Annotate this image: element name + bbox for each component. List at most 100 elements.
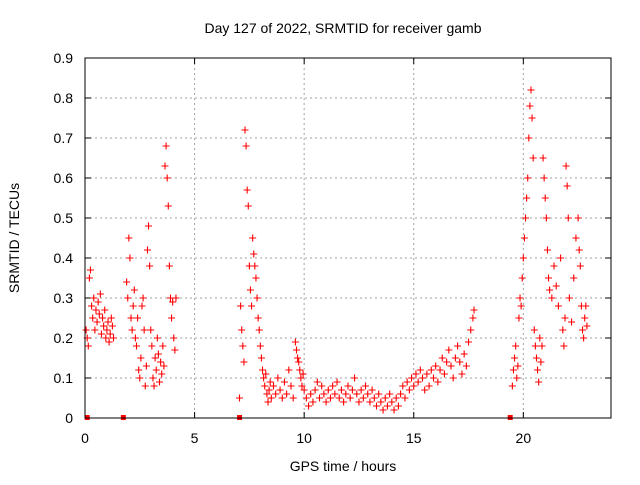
- data-point: [95, 310, 103, 318]
- data-point: [250, 250, 258, 258]
- data-point: [126, 254, 134, 262]
- data-point: [548, 294, 556, 302]
- data-point: [260, 374, 268, 382]
- data-point: [414, 378, 422, 386]
- data-point: [534, 366, 542, 374]
- data-point: [513, 374, 521, 382]
- data-point: [520, 234, 528, 242]
- data-point: [432, 362, 440, 370]
- data-point: [240, 358, 248, 366]
- data-point: [524, 174, 532, 182]
- data-point: [525, 134, 533, 142]
- data-point: [251, 262, 259, 270]
- data-point: [543, 246, 551, 254]
- y-axis-label: SRMTID / TECUs: [6, 183, 22, 293]
- data-point: [359, 394, 367, 402]
- data-point: [568, 318, 576, 326]
- data-point: [146, 262, 154, 270]
- x-tick-label: 10: [296, 430, 312, 446]
- data-point: [528, 114, 536, 122]
- data-point: [139, 294, 147, 302]
- data-point: [557, 254, 565, 262]
- data-point: [261, 382, 269, 390]
- data-point: [580, 334, 588, 342]
- data-point: [368, 386, 376, 394]
- data-point: [164, 202, 172, 210]
- data-point: [124, 294, 132, 302]
- data-point: [254, 314, 262, 322]
- data-point: [136, 374, 144, 382]
- data-point: [152, 366, 160, 374]
- data-point: [454, 342, 462, 350]
- data-point: [246, 286, 254, 294]
- data-point: [419, 374, 427, 382]
- data-point: [326, 394, 334, 402]
- data-point: [399, 382, 407, 390]
- data-point: [108, 322, 116, 330]
- data-point: [581, 314, 589, 322]
- y-tick-label: 0.2: [54, 330, 74, 346]
- data-point: [131, 334, 139, 342]
- data-point: [515, 314, 523, 322]
- data-point: [253, 294, 261, 302]
- plot-frame: [84, 57, 612, 419]
- data-point: [542, 214, 550, 222]
- data-point: [440, 370, 448, 378]
- data-point: [135, 366, 143, 374]
- data-point: [514, 362, 522, 370]
- tick-labels: 0 0.1 0.2 0.3 0.4 0.5 0.6 0.7 0.8 0.9 0 5 10 15 20: [54, 50, 532, 446]
- data-point: [157, 358, 165, 366]
- data-point: [297, 374, 305, 382]
- data-point: [159, 342, 167, 350]
- data-point: [93, 318, 101, 326]
- data-point: [101, 306, 109, 314]
- data-point: [570, 274, 578, 282]
- data-point: [381, 394, 389, 402]
- data-point: [134, 314, 142, 322]
- data-point: [353, 390, 361, 398]
- data-point: [129, 302, 137, 310]
- data-point: [576, 262, 584, 270]
- data-point: [331, 390, 339, 398]
- data-point: [397, 390, 405, 398]
- data-point: [519, 254, 527, 262]
- data-point: [512, 342, 520, 350]
- data-point: [82, 326, 90, 334]
- x-axis-label: GPS time / hours: [290, 458, 397, 474]
- y-tick-label: 0.7: [54, 130, 74, 146]
- data-point: [97, 330, 105, 338]
- data-point: [102, 334, 110, 342]
- data-point: [526, 102, 534, 110]
- data-point: [351, 374, 359, 382]
- data-point: [460, 350, 468, 358]
- data-point: [299, 370, 307, 378]
- data-point: [128, 326, 136, 334]
- data-point: [168, 314, 176, 322]
- data-point: [91, 326, 99, 334]
- y-tick-label: 0: [65, 410, 73, 426]
- data-point: [372, 402, 380, 410]
- data-point: [89, 314, 97, 322]
- data-point: [300, 386, 308, 394]
- x-tick-label: 0: [81, 430, 89, 446]
- data-point: [305, 402, 313, 410]
- data-point: [237, 302, 245, 310]
- x-tick-label: 5: [191, 430, 199, 446]
- data-point: [148, 342, 156, 350]
- data-point: [511, 354, 519, 362]
- data-point: [532, 354, 540, 362]
- data-point: [575, 246, 583, 254]
- data-point: [278, 394, 286, 402]
- data-point: [357, 386, 365, 394]
- data-point: [274, 374, 282, 382]
- data-point: [445, 346, 453, 354]
- data-point: [425, 382, 433, 390]
- data-point: [552, 282, 560, 290]
- data-point: [564, 214, 572, 222]
- data-point: [318, 382, 326, 390]
- data-point: [559, 326, 567, 334]
- data-point: [103, 326, 111, 334]
- data-point: [421, 386, 429, 394]
- data-point: [123, 278, 131, 286]
